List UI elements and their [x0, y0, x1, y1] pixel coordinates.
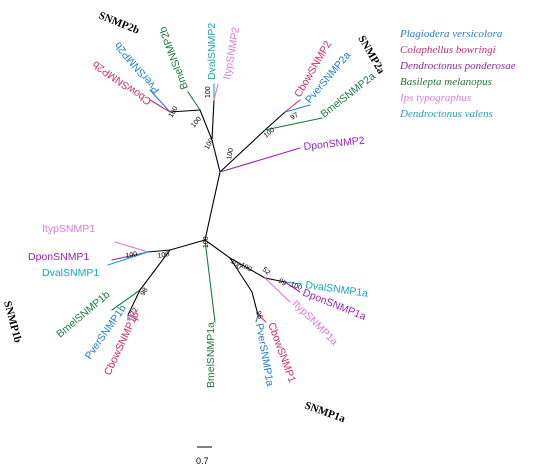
branch-root-snmp1a	[204, 239, 231, 259]
legend-item: Dendroctonus valens	[399, 108, 493, 120]
bootstrap-label: 100	[239, 262, 253, 274]
group-label-snmp1b: SNMP1b	[1, 300, 24, 344]
branch-1a-upper	[229, 257, 266, 279]
bootstrap-label: 100	[204, 137, 216, 151]
branch-bmel2b	[187, 91, 201, 111]
bootstrap-label: 100	[229, 258, 243, 271]
group-label-snmp1a: SNMP1a	[303, 400, 347, 426]
bootstrap-label: 99	[277, 278, 287, 288]
branch-dval2-ityp2-node	[211, 99, 215, 141]
branch-pver2b	[149, 89, 171, 113]
branch-dpon2	[219, 147, 301, 173]
branch-1a-lower	[229, 257, 253, 293]
bootstrap-label: 100	[168, 105, 180, 119]
bootstrap-label: 100	[157, 251, 170, 260]
leaf-label: ItypSNMP2	[221, 26, 242, 81]
leaf-label: DvalSNMP2	[206, 23, 218, 80]
legend-item: Basilepta melanopus	[400, 76, 492, 88]
bootstrap-label: 100	[226, 148, 235, 161]
branch-2a-inner	[264, 111, 286, 131]
group-label-snmp2b: SNMP2b	[97, 10, 141, 37]
branch-pver2a	[284, 104, 311, 113]
leaf-label: ItypSNMP1	[42, 223, 95, 235]
branch-dval1	[107, 251, 149, 266]
leaf-label: BmelSNMP2b	[157, 25, 191, 91]
branch-ityp1a	[264, 277, 291, 303]
branch-cbow2	[284, 99, 301, 113]
bootstrap-label: 52	[261, 266, 272, 276]
leaf-label: DponSNMP2	[303, 135, 365, 153]
branch-dpon1a	[284, 281, 301, 293]
branch-snmp1b-inner	[147, 249, 171, 253]
scale-bar-label: 0.7	[196, 456, 209, 466]
branch-dpon1	[111, 251, 149, 261]
branch-root-snmp2	[204, 171, 221, 241]
branch-snmp2b-inner	[199, 109, 213, 141]
leaf-label: DvalSNMP1	[42, 267, 99, 279]
branch-root-snmp1b	[169, 239, 206, 251]
group-label-snmp2a: SNMP2a	[355, 34, 387, 77]
branch-snmp2-snmp2b	[211, 139, 221, 173]
branch-cbow1b	[127, 314, 139, 321]
bootstrap-label: 97	[290, 112, 300, 122]
bootstrap-label: 100	[203, 236, 210, 248]
branch-bmel1b	[111, 289, 141, 311]
branch-snmp2-snmp2a	[219, 129, 266, 173]
bootstrap-label: 100	[190, 116, 203, 130]
branch-ityp1	[114, 241, 149, 253]
legend-item: Colaphellus bowringi	[400, 44, 496, 56]
branch-cbow2b	[149, 99, 171, 113]
bootstrap-label: 96	[254, 310, 263, 320]
leaf-label: BmelSNMP1a	[205, 322, 217, 388]
legend: Plagiodera versicolora Colaphellus bowri…	[399, 28, 516, 120]
branch-cbow1	[257, 314, 267, 323]
branch-bmel1a	[204, 239, 216, 323]
branch-dval1a	[284, 281, 303, 285]
bootstrap-label: 100	[289, 281, 302, 292]
branch-1a-dval-dpon-node	[264, 277, 286, 283]
branch-bmel2a	[264, 117, 323, 131]
branch-pver1a	[255, 314, 259, 323]
legend-item: Dendroctonus ponderosae	[399, 60, 516, 72]
bootstrap-label: 100	[205, 86, 212, 98]
branch-pver-cbow-1b	[127, 289, 141, 316]
bootstrap-label: 72	[130, 307, 140, 317]
leaf-label: DponSNMP1	[28, 251, 89, 263]
bootstrap-label: 98	[140, 287, 150, 297]
branch-ityp2	[213, 83, 219, 101]
legend-item: Plagiodera versicolora	[399, 28, 503, 40]
branch-pver-cbow-2b	[169, 109, 201, 113]
bootstrap-label: 100	[125, 251, 138, 260]
branch-1a-pver-cbow-node	[251, 291, 259, 316]
legend-item: Ips typographus	[399, 92, 471, 104]
branch-1b-lower	[139, 249, 171, 291]
